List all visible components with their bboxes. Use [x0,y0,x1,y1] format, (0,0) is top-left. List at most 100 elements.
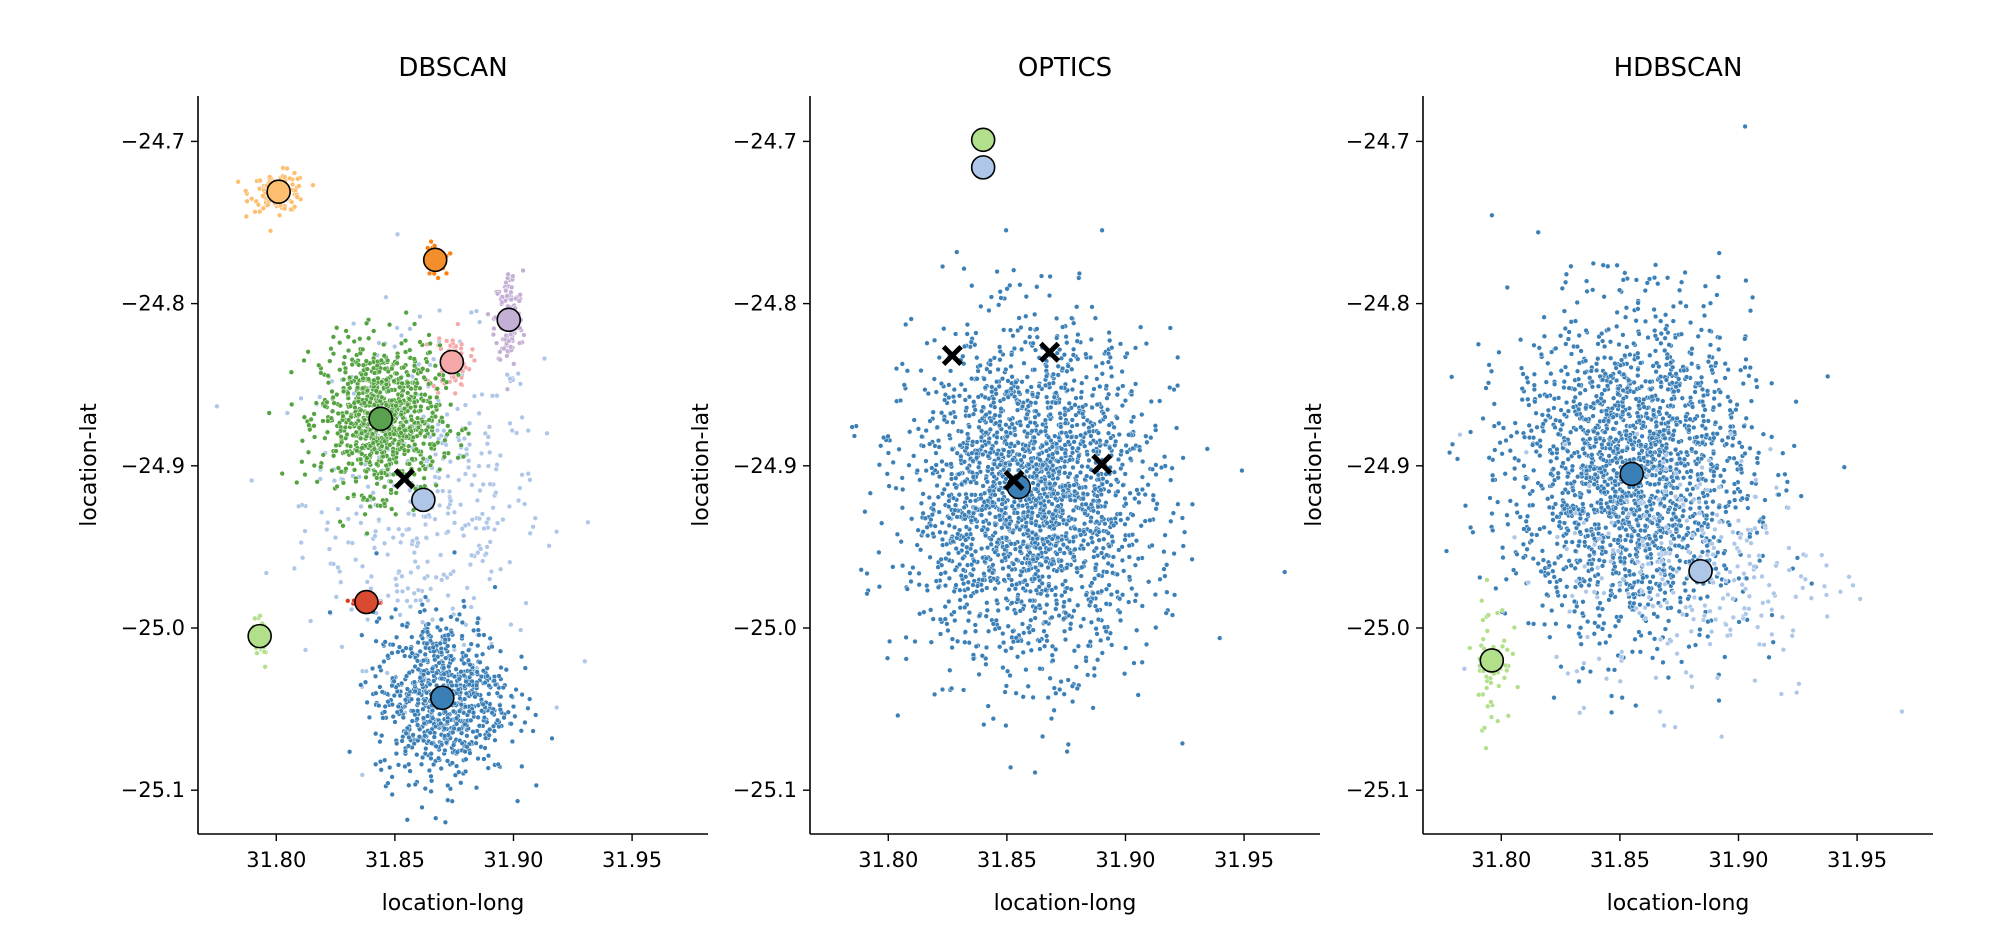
data-point [994,268,1000,275]
data-point [420,657,427,664]
data-point [1099,514,1105,520]
data-point [359,451,365,457]
data-point [1053,690,1059,696]
data-point [1053,646,1059,653]
data-point [936,509,942,515]
data-point [933,389,939,395]
data-point [451,549,458,556]
data-point [500,516,506,523]
data-point [453,721,460,727]
data-point [1108,435,1114,441]
data-point [523,600,529,606]
data-point [918,500,925,506]
data-point [311,462,317,469]
data-point [381,500,388,507]
data-point [1069,450,1076,456]
y-tick-label: −24.9 [733,454,797,478]
data-point [936,354,942,361]
data-point [349,361,355,368]
data-point [1030,340,1036,346]
data-point [1062,589,1068,595]
data-point [1055,372,1061,378]
data-point [406,526,412,532]
data-point [459,526,465,532]
data-point [1161,454,1168,460]
data-point [476,463,482,469]
data-point [433,606,439,613]
data-point [943,461,950,468]
data-point [1138,324,1144,330]
data-point [999,376,1006,382]
data-point [505,271,511,277]
data-point [449,682,455,689]
data-point [393,750,400,757]
data-point [299,555,306,561]
data-point [487,481,493,487]
data-point [393,490,399,496]
data-point [456,477,462,483]
data-point [345,347,352,354]
data-point [311,411,317,417]
data-point [1024,411,1030,417]
data-point [927,418,933,424]
data-point [1026,461,1032,468]
data-point [463,653,469,659]
data-point [1043,373,1050,379]
data-point [1020,694,1026,700]
data-point [427,730,433,736]
x-tick-label: 31.90 [1095,848,1155,872]
data-point [358,430,365,436]
data-point [364,530,370,537]
data-point [973,643,979,650]
data-point [417,597,424,603]
data-point [1065,677,1071,683]
data-point [1047,411,1053,418]
data-point [462,721,468,727]
data-point [966,609,973,616]
data-point [390,713,396,720]
data-point [415,697,421,703]
data-point [1071,608,1077,614]
data-point [394,740,400,747]
data-point [358,520,364,526]
data-point [1139,486,1146,493]
data-point [965,618,972,624]
data-point [976,460,983,466]
data-point [423,535,429,541]
data-point [414,380,420,386]
data-point [1044,399,1051,406]
data-point [342,369,349,375]
data-point [1106,329,1112,336]
data-point [406,443,412,449]
data-point [979,507,985,513]
data-point [1142,491,1148,498]
data-point [983,429,989,436]
data-point [427,454,433,460]
data-point [951,588,957,595]
data-point [1071,554,1077,560]
data-point [518,627,524,633]
data-point [984,526,991,533]
data-point [1102,521,1108,527]
data-point [923,458,929,464]
data-point [398,539,404,546]
data-point [326,546,333,552]
data-point [1055,490,1061,497]
data-point [962,639,968,645]
data-point [1075,445,1081,452]
data-point [1085,672,1091,678]
data-point [405,380,411,386]
data-point [353,429,359,435]
data-point [349,450,355,456]
data-point [1004,441,1010,447]
data-point [929,465,935,471]
data-point [1010,561,1017,567]
data-point [1038,591,1044,597]
data-point [1065,439,1071,445]
data-point [430,644,436,651]
data-point [1092,315,1099,321]
data-point [948,471,955,477]
data-point [972,548,979,555]
data-point [1008,541,1014,547]
data-point [1060,517,1067,523]
